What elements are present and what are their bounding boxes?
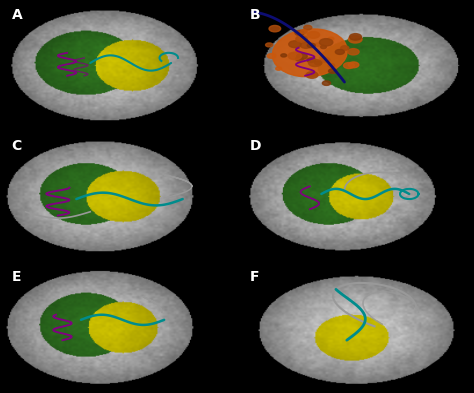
Circle shape bbox=[344, 62, 355, 68]
Circle shape bbox=[322, 81, 330, 85]
Circle shape bbox=[306, 72, 318, 78]
Circle shape bbox=[328, 37, 334, 40]
Circle shape bbox=[307, 31, 319, 38]
Circle shape bbox=[328, 69, 337, 73]
Circle shape bbox=[348, 35, 362, 43]
Circle shape bbox=[349, 34, 362, 40]
Circle shape bbox=[348, 62, 359, 68]
Text: D: D bbox=[250, 139, 261, 153]
Text: E: E bbox=[12, 270, 21, 284]
Circle shape bbox=[320, 45, 327, 49]
Circle shape bbox=[300, 42, 311, 48]
Circle shape bbox=[307, 58, 316, 62]
Circle shape bbox=[289, 41, 301, 48]
Circle shape bbox=[276, 67, 282, 70]
Circle shape bbox=[295, 57, 303, 61]
Circle shape bbox=[328, 64, 335, 67]
Circle shape bbox=[265, 43, 273, 47]
Circle shape bbox=[341, 46, 349, 50]
Circle shape bbox=[301, 30, 307, 33]
Circle shape bbox=[347, 49, 359, 55]
Circle shape bbox=[309, 59, 321, 66]
Circle shape bbox=[304, 25, 312, 30]
Circle shape bbox=[269, 26, 281, 32]
Circle shape bbox=[281, 54, 287, 57]
Circle shape bbox=[267, 53, 276, 58]
Text: A: A bbox=[12, 8, 22, 22]
Circle shape bbox=[288, 52, 301, 60]
Circle shape bbox=[307, 43, 315, 48]
Circle shape bbox=[321, 57, 330, 62]
Circle shape bbox=[335, 50, 345, 54]
Ellipse shape bbox=[273, 29, 347, 77]
Circle shape bbox=[315, 61, 322, 65]
Text: B: B bbox=[250, 8, 260, 22]
Circle shape bbox=[295, 30, 304, 35]
Circle shape bbox=[297, 53, 307, 59]
Text: F: F bbox=[250, 270, 259, 284]
Circle shape bbox=[319, 39, 333, 46]
Text: C: C bbox=[12, 139, 22, 153]
Circle shape bbox=[296, 36, 308, 42]
Circle shape bbox=[315, 43, 321, 46]
